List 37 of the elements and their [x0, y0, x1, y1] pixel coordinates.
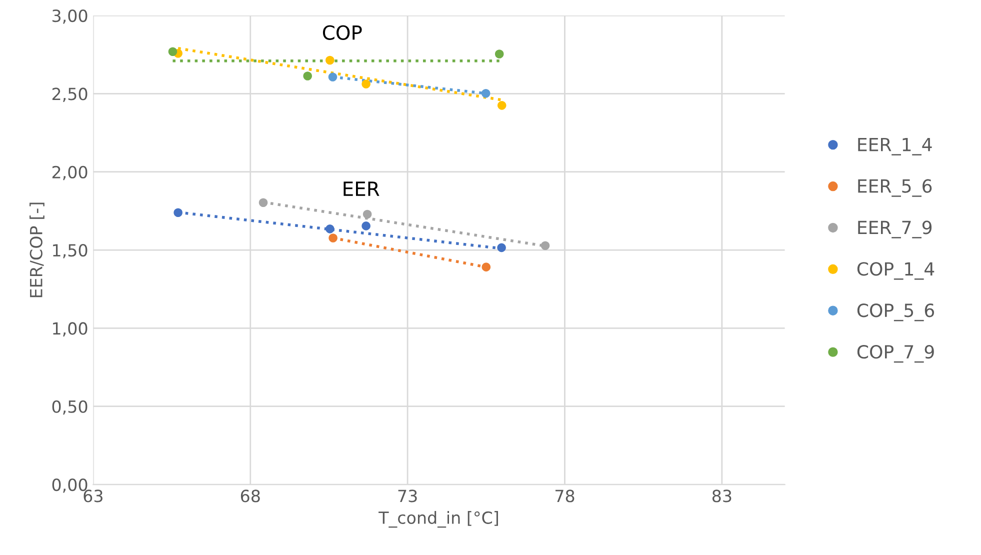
point: [328, 234, 338, 242]
point: [328, 72, 338, 82]
y-tick-label: 2,00: [52, 166, 88, 180]
point: [481, 89, 490, 98]
x-tick-label: 73: [398, 490, 417, 502]
y-tick-label: 3,00: [52, 10, 88, 24]
point: [174, 208, 182, 218]
point: [362, 80, 370, 88]
point: [362, 210, 372, 219]
point: [497, 101, 506, 110]
x-axis-title: T_cond_in [°C]: [378, 511, 498, 528]
point: [258, 198, 268, 208]
legend-label: EER_1_4: [858, 138, 932, 156]
point: [326, 56, 334, 65]
y-tick-label: 1,00: [53, 322, 88, 336]
point: [362, 222, 370, 230]
point: [303, 72, 312, 80]
point: [540, 241, 550, 250]
point: [326, 224, 334, 234]
annotation: COP: [322, 25, 362, 40]
x-tick-label: 83: [712, 490, 732, 502]
legend-label: COP_7_9: [857, 344, 934, 363]
y-tick-label: 2,50: [52, 88, 88, 102]
legend-label: EER_5_6: [858, 179, 932, 197]
y-tick-label: 0,50: [52, 400, 88, 415]
legend-label: EER_7_9: [858, 220, 932, 238]
point: [497, 243, 506, 252]
legend-label: COP_1_4: [857, 262, 934, 280]
point: [494, 50, 504, 58]
x-tick-label: 78: [556, 490, 574, 502]
point: [482, 262, 491, 272]
legend-label: COP_5_6: [857, 304, 934, 322]
y-axis-title: EER/COP [-]: [30, 202, 44, 298]
y-tick-label: 1,50: [53, 244, 88, 258]
annotation: EER: [344, 182, 380, 196]
point: [168, 47, 178, 56]
x-tick-label: 68: [240, 490, 260, 502]
